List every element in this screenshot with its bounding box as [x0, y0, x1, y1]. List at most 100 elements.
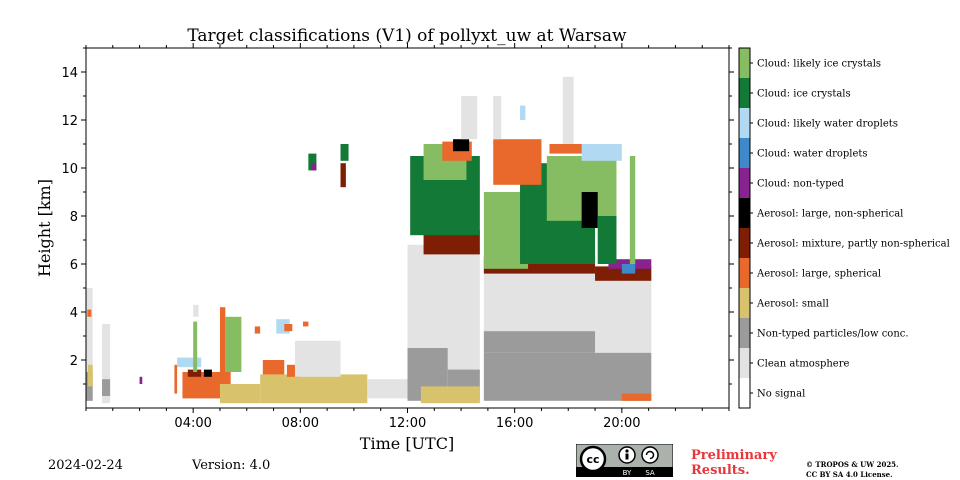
colorbar-swatch-0 — [739, 378, 750, 408]
colorbar-swatch-8 — [739, 138, 750, 168]
region-2 — [87, 364, 93, 387]
colorbar-swatch-2 — [739, 318, 750, 348]
y-axis-label: Height [km] — [35, 179, 54, 277]
copyright-notice: © TROPOS & UW 2025. CC BY SA 4.0 License… — [806, 460, 899, 480]
badge-by-label: BY — [623, 469, 632, 477]
colorbar-label-3: Aerosol: small — [756, 299, 829, 310]
region-29 — [367, 379, 408, 399]
plot-area: 04:00 08:00 12:00 16:00 20:00 2 4 6 8 10 12 14 — [61, 43, 734, 431]
region-39 — [461, 96, 478, 140]
x-tick-label: 04:00 — [174, 416, 211, 431]
colorbar-swatch-4 — [739, 258, 750, 288]
colorbar-label-0: No signal — [757, 389, 805, 400]
region-23 — [303, 321, 309, 327]
region-57 — [520, 105, 526, 120]
colorbar-swatch-9 — [739, 108, 750, 138]
colorbar-label-1: Clean atmosphere — [757, 359, 850, 370]
region-33 — [420, 386, 480, 404]
cc-by-sa-license-badge: cc BY SA — [576, 444, 673, 477]
y-tick-label: 2 — [70, 354, 78, 369]
region-42 — [483, 331, 596, 353]
classification-regions — [86, 76, 652, 404]
region-41 — [483, 352, 652, 401]
badge-sa-label: SA — [645, 469, 655, 477]
region-24 — [254, 326, 261, 334]
region-49 — [549, 144, 593, 154]
region-59 — [562, 76, 574, 144]
preliminary-line-2: Results. — [691, 463, 750, 478]
region-4 — [102, 324, 111, 404]
colorbar-label-9: Cloud: likely water droplets — [757, 119, 898, 130]
region-7 — [174, 364, 178, 394]
footer-date: 2024-02-24 — [48, 458, 123, 473]
chart-title: Target classifications (V1) of pollyxt_u… — [187, 26, 627, 46]
colorbar-label-2: Non-typed particles/low conc. — [757, 329, 909, 340]
region-15 — [193, 304, 199, 317]
y-tick-label: 14 — [61, 66, 78, 81]
x-tick-label: 08:00 — [282, 416, 319, 431]
colorbar-swatch-1 — [739, 348, 750, 378]
copyright-line-1: © TROPOS & UW 2025. — [806, 460, 899, 469]
region-54 — [597, 216, 617, 264]
y-tick-label: 12 — [61, 114, 78, 129]
region-13 — [225, 316, 242, 372]
region-16 — [219, 384, 261, 404]
y-tick-label: 8 — [70, 210, 78, 225]
cc-logo-icon — [579, 445, 607, 473]
footer-version: Version: 4.0 — [192, 458, 271, 473]
region-48 — [493, 139, 542, 185]
x-tick-label: 12:00 — [389, 416, 426, 431]
region-43 — [621, 393, 652, 401]
region-55 — [629, 156, 636, 264]
region-25 — [308, 153, 317, 171]
y-tick-label: 4 — [70, 306, 78, 321]
region-5 — [102, 379, 111, 396]
region-56 — [581, 144, 622, 161]
region-8 — [177, 357, 202, 368]
axis-ticks: 04:00 08:00 12:00 16:00 20:00 2 4 6 8 10 12 14 — [61, 43, 734, 431]
y-tick-label: 10 — [61, 162, 78, 177]
colorbar-swatch-10 — [739, 78, 750, 108]
colorbar-swatch-5 — [739, 228, 750, 258]
preliminary-results-notice: Preliminary Results. — [691, 448, 777, 478]
region-27 — [340, 144, 349, 161]
region-20 — [294, 340, 341, 377]
region-0 — [86, 288, 93, 401]
region-50 — [581, 192, 598, 228]
colorbar: Cloud: likely ice crystals Cloud: ice cry… — [738, 47, 950, 409]
region-14 — [219, 307, 226, 372]
colorbar-label-4: Aerosol: large, spherical — [756, 269, 881, 280]
cc-logo-text: cc — [586, 453, 599, 466]
colorbar-swatch-3 — [739, 288, 750, 318]
preliminary-line-1: Preliminary — [691, 448, 777, 463]
colorbar-frame — [738, 47, 751, 409]
region-12 — [193, 321, 198, 372]
region-11 — [203, 369, 212, 377]
region-10 — [187, 369, 202, 377]
region-3 — [87, 309, 92, 317]
region-26 — [311, 163, 317, 171]
region-18 — [260, 374, 368, 404]
colorbar-label-10: Cloud: ice crystals — [757, 89, 851, 100]
colorbar-label-11: Cloud: likely ice crystals — [757, 59, 881, 70]
colorbar-label-8: Cloud: water droplets — [757, 149, 868, 160]
x-tick-label: 16:00 — [496, 416, 533, 431]
region-58 — [493, 96, 502, 140]
colorbar-label-5: Aerosol: mixture, partly non-spherical — [756, 239, 950, 250]
colorbar-swatch-7 — [739, 168, 750, 198]
share-alike-icon — [641, 446, 659, 464]
region-53 — [621, 264, 636, 274]
colorbar-label-6: Aerosol: large, non-spherical — [756, 209, 903, 220]
x-axis-label: Time [UTC] — [360, 434, 454, 453]
region-6 — [139, 376, 143, 384]
x-tick-label: 20:00 — [603, 416, 640, 431]
colorbar-swatch-6 — [739, 198, 750, 228]
copyright-line-2: CC BY SA 4.0 License. — [806, 470, 893, 479]
region-22 — [284, 324, 293, 332]
y-tick-label: 6 — [70, 258, 78, 273]
colorbar-swatch-11 — [739, 48, 750, 78]
region-28 — [340, 163, 346, 188]
region-38 — [453, 139, 470, 152]
colorbar-label-7: Cloud: non-typed — [757, 179, 845, 190]
